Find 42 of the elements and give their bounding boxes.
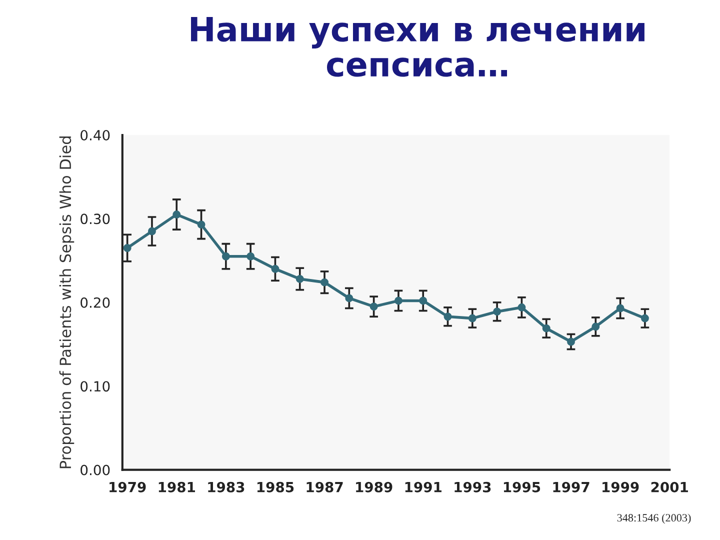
y-tick-label: 0.20 — [80, 297, 110, 308]
point — [567, 338, 575, 346]
point — [172, 210, 181, 219]
x-tick-label: 1993 — [454, 482, 491, 492]
x-tick-label: 1981 — [158, 482, 195, 492]
point — [197, 220, 206, 229]
point — [616, 304, 624, 312]
point — [542, 324, 550, 332]
y-tick-label: 0.40 — [80, 130, 110, 140]
point — [640, 314, 649, 322]
x-tick-label: 1979 — [110, 482, 146, 492]
x-tick-label: 1985 — [257, 482, 294, 492]
chart-title: Наши успехи в лечении сепсиса… — [191, 16, 644, 77]
point — [518, 303, 526, 312]
text: 348:1546 (2003) — [617, 514, 691, 524]
point — [592, 322, 600, 331]
y-tick-label: 0.30 — [80, 214, 110, 224]
point — [320, 278, 329, 286]
point — [419, 296, 428, 305]
x-tick-label: 1997 — [553, 482, 590, 492]
point — [345, 294, 354, 302]
point — [493, 308, 502, 316]
x-tick-label: 1995 — [504, 482, 540, 492]
x-tick-label: 2001 — [651, 482, 688, 492]
y-tick-label: 0.00 — [80, 464, 110, 476]
x-tick-label: 1983 — [208, 482, 244, 492]
point — [222, 252, 230, 260]
point — [394, 296, 402, 305]
point — [246, 252, 255, 260]
x-tick-label: 1999 — [602, 482, 639, 492]
point — [123, 244, 132, 252]
point — [296, 274, 304, 283]
x-tick-label: 1991 — [405, 482, 442, 492]
point — [468, 314, 476, 322]
y-axis-title: Proportion of Patients with Sepsis Who Died — [59, 136, 74, 468]
x-tick-label: 1987 — [306, 482, 343, 492]
y-tick-label: 0.10 — [80, 381, 110, 392]
point — [444, 312, 452, 321]
x-tick-label: 1989 — [356, 482, 392, 492]
point — [271, 264, 280, 273]
point — [370, 302, 378, 311]
point — [148, 227, 156, 236]
